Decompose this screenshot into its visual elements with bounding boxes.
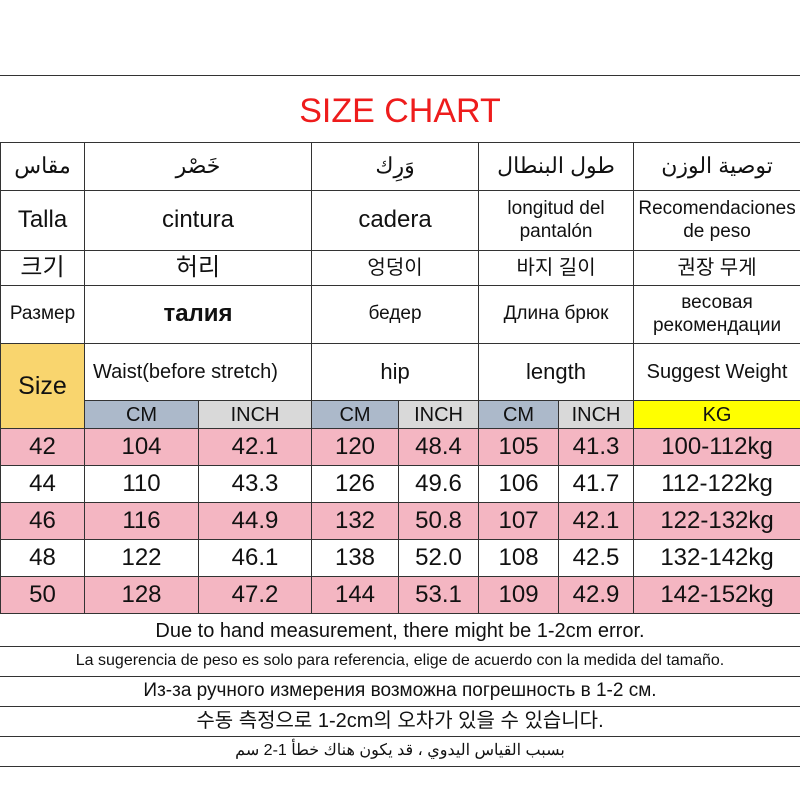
header-row-spanish: Talla cintura cadera longitud del pantal… bbox=[0, 190, 800, 251]
header-weight: весовая рекомендации bbox=[633, 285, 800, 344]
cell-waist-inch: 44.9 bbox=[197, 502, 313, 540]
table-row: 42 104 42.1 120 48.4 105 41.3 100-112kg bbox=[0, 428, 800, 466]
header-length: Длина брюк bbox=[478, 285, 635, 344]
cell-waist-inch: 42.1 bbox=[197, 428, 313, 466]
header-row-english: Size Waist(before stretch) hip length Su… bbox=[0, 343, 800, 429]
header-row-arabic: مقاس خَصْر وَرِك طول البنطال توصية الوزن bbox=[0, 142, 800, 191]
header-row-russian: Размер талия бедер Длина брюк весовая ре… bbox=[0, 285, 800, 344]
header-waist: талия bbox=[83, 285, 313, 344]
header-weight: توصية الوزن bbox=[633, 142, 800, 191]
note-line: 수동 측정으로 1-2cm의 오차가 있을 수 있습니다. bbox=[0, 706, 800, 737]
unit-inch: INCH bbox=[197, 400, 313, 429]
header-length: length bbox=[478, 343, 635, 401]
cell-hip-inch: 49.6 bbox=[398, 465, 480, 503]
cell-hip-inch: 48.4 bbox=[398, 428, 480, 466]
cell-hip-inch: 53.1 bbox=[398, 576, 480, 614]
cell-length-inch: 42.5 bbox=[558, 539, 635, 577]
cell-weight: 100-112kg bbox=[633, 428, 800, 466]
unit-cm: CM bbox=[84, 400, 199, 429]
table-row: 46 116 44.9 132 50.8 107 42.1 122-132kg bbox=[0, 502, 800, 540]
cell-waist-cm: 128 bbox=[84, 576, 199, 614]
header-weight: Recomendaciones de peso bbox=[633, 190, 800, 251]
header-waist: cintura bbox=[83, 190, 313, 251]
cell-hip-inch: 52.0 bbox=[398, 539, 480, 577]
cell-waist-cm: 104 bbox=[84, 428, 199, 466]
cell-waist-inch: 46.1 bbox=[197, 539, 313, 577]
cell-length-cm: 107 bbox=[478, 502, 560, 540]
cell-length-cm: 108 bbox=[478, 539, 560, 577]
header-size: 크기 bbox=[0, 250, 85, 286]
cell-length-inch: 41.7 bbox=[558, 465, 635, 503]
note-line: بسبب القياس اليدوي ، قد يكون هناك خطأ 1-… bbox=[0, 736, 800, 767]
header-hip: وَرِك bbox=[311, 142, 480, 191]
size-table: مقاس خَصْر وَرِك طول البنطال توصية الوزن… bbox=[0, 142, 800, 614]
header-size: Размер bbox=[0, 285, 85, 344]
cell-hip-cm: 138 bbox=[311, 539, 400, 577]
units-row: CM INCH CM INCH CM INCH KG bbox=[1, 400, 800, 429]
cell-weight: 132-142kg bbox=[633, 539, 800, 577]
cell-hip-cm: 144 bbox=[311, 576, 400, 614]
unit-cm: CM bbox=[311, 400, 400, 429]
cell-weight: 112-122kg bbox=[633, 465, 800, 503]
cell-weight: 122-132kg bbox=[633, 502, 800, 540]
cell-hip-inch: 50.8 bbox=[398, 502, 480, 540]
cell-length-cm: 106 bbox=[478, 465, 560, 503]
chart-title: SIZE CHART bbox=[0, 75, 800, 143]
table-row: 44 110 43.3 126 49.6 106 41.7 112-122kg bbox=[0, 465, 800, 503]
note-line: Due to hand measurement, there might be … bbox=[0, 616, 800, 647]
cell-size: 48 bbox=[0, 539, 85, 577]
header-hip: hip bbox=[311, 343, 480, 401]
unit-inch: INCH bbox=[398, 400, 480, 429]
cell-waist-cm: 122 bbox=[84, 539, 199, 577]
header-size: Talla bbox=[0, 190, 85, 251]
cell-size: 50 bbox=[0, 576, 85, 614]
cell-length-inch: 42.1 bbox=[558, 502, 635, 540]
cell-size: 42 bbox=[0, 428, 85, 466]
cell-size: 46 bbox=[0, 502, 85, 540]
unit-cm: CM bbox=[478, 400, 560, 429]
unit-inch: INCH bbox=[558, 400, 635, 429]
cell-length-cm: 105 bbox=[478, 428, 560, 466]
cell-weight: 142-152kg bbox=[633, 576, 800, 614]
cell-hip-cm: 126 bbox=[311, 465, 400, 503]
header-hip: cadera bbox=[311, 190, 480, 251]
header-length: longitud del pantalón bbox=[478, 190, 635, 251]
header-waist: خَصْر bbox=[83, 142, 313, 191]
header-length: 바지 길이 bbox=[478, 250, 635, 286]
header-hip: бедер bbox=[311, 285, 480, 344]
table-row: 48 122 46.1 138 52.0 108 42.5 132-142kg bbox=[0, 539, 800, 577]
header-size: Size bbox=[0, 343, 85, 429]
cell-waist-cm: 116 bbox=[84, 502, 199, 540]
note-line: Из-за ручного измерения возможна погрешн… bbox=[0, 676, 800, 707]
header-waist: 허리 bbox=[83, 250, 313, 286]
cell-length-inch: 42.9 bbox=[558, 576, 635, 614]
cell-waist-inch: 47.2 bbox=[197, 576, 313, 614]
cell-hip-cm: 132 bbox=[311, 502, 400, 540]
header-waist: Waist(before stretch) bbox=[83, 343, 313, 401]
header-length: طول البنطال bbox=[478, 142, 635, 191]
header-hip: 엉덩이 bbox=[311, 250, 480, 286]
header-weight: 권장 무게 bbox=[633, 250, 800, 286]
unit-kg: KG bbox=[633, 400, 800, 429]
note-line: La sugerencia de peso es solo para refer… bbox=[0, 646, 800, 677]
header-row-korean: 크기 허리 엉덩이 바지 길이 권장 무게 bbox=[0, 250, 800, 286]
cell-length-inch: 41.3 bbox=[558, 428, 635, 466]
header-weight: Suggest Weight bbox=[633, 343, 800, 401]
cell-size: 44 bbox=[0, 465, 85, 503]
cell-waist-inch: 43.3 bbox=[197, 465, 313, 503]
header-size: مقاس bbox=[0, 142, 85, 191]
cell-hip-cm: 120 bbox=[311, 428, 400, 466]
table-row: 50 128 47.2 144 53.1 109 42.9 142-152kg bbox=[0, 576, 800, 614]
cell-waist-cm: 110 bbox=[84, 465, 199, 503]
cell-length-cm: 109 bbox=[478, 576, 560, 614]
